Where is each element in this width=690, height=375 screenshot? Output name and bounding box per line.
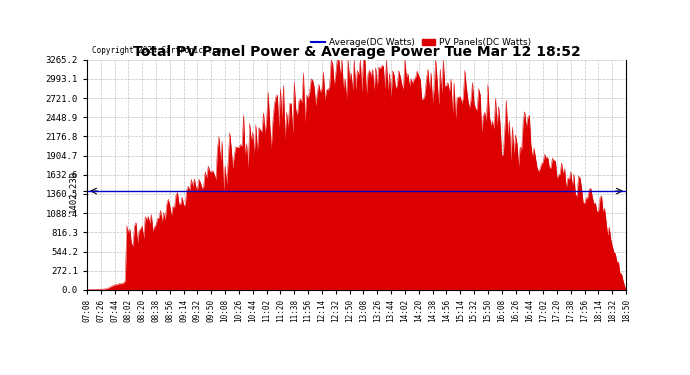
Text: Copyright 2024 Cartronics.com: Copyright 2024 Cartronics.com (92, 46, 226, 55)
Title: Total PV Panel Power & Average Power Tue Mar 12 18:52: Total PV Panel Power & Average Power Tue… (132, 45, 580, 58)
Legend: Average(DC Watts), PV Panels(DC Watts): Average(DC Watts), PV Panels(DC Watts) (308, 34, 535, 51)
